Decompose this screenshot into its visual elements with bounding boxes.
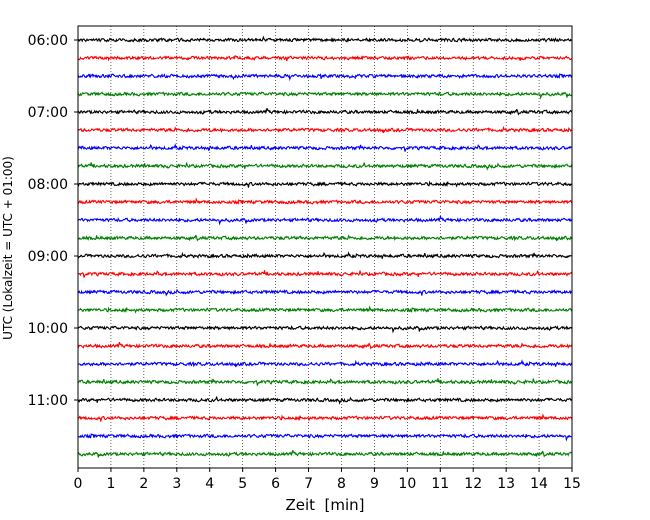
x-tick-label: 5: [238, 476, 247, 492]
seismic-trace: [77, 449, 572, 458]
seismic-trace: [77, 396, 573, 405]
x-tick-label: 6: [271, 476, 280, 492]
x-tick-label: 9: [370, 476, 379, 492]
y-tick-label: 11:00: [28, 393, 68, 409]
x-tick-label: 0: [74, 476, 83, 492]
y-axis: 06:00 07:00 08:00 09:00 10:00 11:00: [28, 33, 78, 409]
seismic-trace: [77, 143, 573, 152]
seismic-trace: [77, 72, 573, 82]
seismic-trace: [77, 215, 573, 226]
x-tick-label: 15: [563, 476, 581, 492]
y-tick-label: 08:00: [28, 177, 68, 193]
x-tick-label: 2: [139, 476, 148, 492]
y-tick-label: 09:00: [28, 249, 68, 265]
seismic-trace: [77, 162, 573, 171]
seismic-trace: [77, 305, 573, 314]
seismic-trace: [77, 325, 573, 334]
seismic-trace: [77, 180, 572, 188]
x-tick-label: 8: [337, 476, 346, 492]
seismic-trace: [77, 432, 572, 442]
x-tick-label: 14: [530, 476, 548, 492]
seismic-trace: [77, 55, 572, 62]
seismic-trace: [77, 413, 573, 422]
x-tick-label: 10: [398, 476, 416, 492]
plot-area-background: [78, 26, 572, 468]
seismic-trace: [77, 107, 573, 116]
trace-group: [77, 35, 573, 458]
x-tick-label: 7: [304, 476, 313, 492]
x-axis: 0 1 2 3 4 5 6 7 8 9 10 11 12 13 14 15: [74, 468, 581, 492]
x-axis-title: Zeit [min]: [285, 496, 364, 514]
seismic-trace: [77, 341, 573, 350]
plot-frame: [77, 25, 573, 469]
y-tick-label: 06:00: [28, 33, 68, 49]
x-tick-label: 1: [106, 476, 115, 492]
y-tick-label: 10:00: [28, 321, 68, 337]
seismic-trace: [77, 251, 573, 259]
seismic-trace: [77, 197, 573, 205]
seismic-trace: [77, 359, 573, 368]
seismic-trace: [77, 91, 573, 100]
seismic-trace: [77, 234, 573, 242]
x-tick-label: 3: [172, 476, 181, 492]
seismic-trace: [77, 125, 573, 134]
y-axis-title: UTC (Lokalzeit = UTC + 01:00): [1, 156, 15, 340]
seismic-trace: [77, 270, 573, 278]
x-tick-label: 13: [497, 476, 515, 492]
seismic-trace: [77, 35, 573, 43]
seismic-trace: [77, 288, 573, 297]
x-tick-label: 12: [464, 476, 482, 492]
y-tick-label: 07:00: [28, 105, 68, 121]
seismic-trace: [77, 378, 573, 386]
x-tick-label: 4: [205, 476, 214, 492]
x-tick-label: 11: [431, 476, 449, 492]
